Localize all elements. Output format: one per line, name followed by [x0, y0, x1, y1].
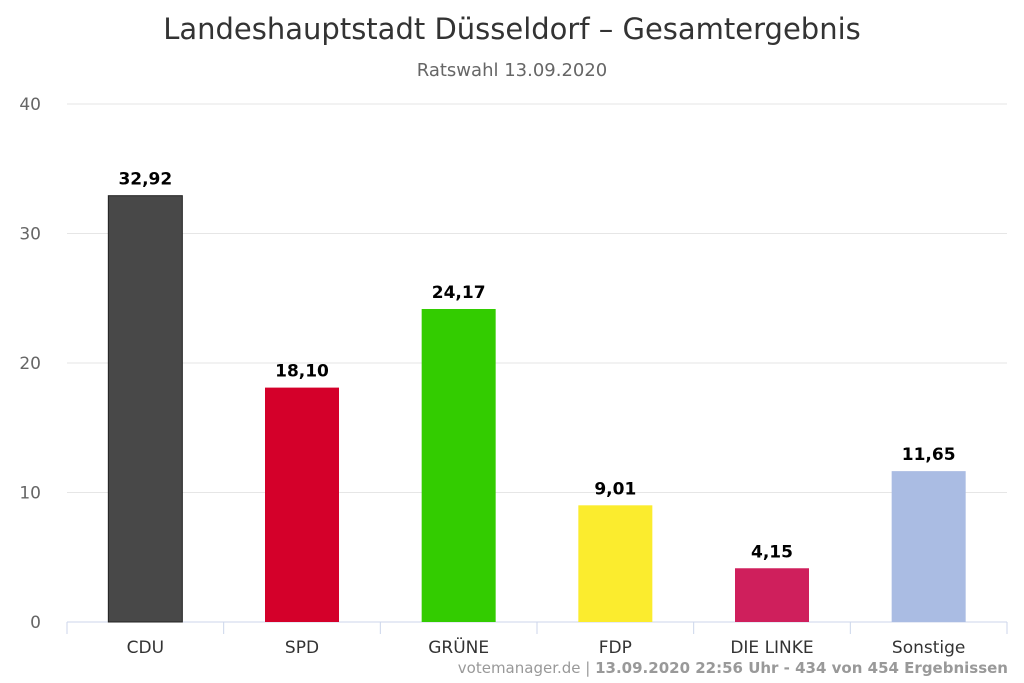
bar — [107, 195, 183, 623]
data-label: 18,10 — [275, 362, 329, 382]
bar — [891, 471, 966, 622]
bar — [735, 568, 809, 622]
y-tick-label: 10 — [19, 484, 41, 504]
credit-line: votemanager.de | 13.09.2020 22:56 Uhr - … — [458, 659, 1008, 677]
chart-subtitle: Ratswahl 13.09.2020 — [416, 60, 608, 81]
y-tick-label: 20 — [19, 354, 41, 374]
x-tick-label: GRÜNE — [428, 636, 489, 658]
x-tick-label: FDP — [599, 638, 632, 658]
data-label: 9,01 — [594, 479, 636, 499]
x-tick-label: CDU — [127, 638, 164, 658]
x-tick-label: SPD — [285, 638, 319, 658]
data-label: 11,65 — [902, 445, 956, 465]
credit-source[interactable]: votemanager.de — [457, 659, 581, 677]
y-tick-label: 30 — [19, 225, 41, 245]
y-tick-label: 40 — [19, 95, 41, 115]
chart-title: Landeshauptstadt Düsseldorf – Gesamterge… — [163, 12, 861, 46]
bar — [265, 387, 339, 622]
credit-separator: | — [580, 659, 596, 677]
data-label: 24,17 — [432, 283, 486, 303]
bar — [578, 505, 653, 622]
y-tick-label: 0 — [30, 613, 41, 633]
data-label: 32,92 — [118, 170, 172, 190]
x-tick-label: Sonstige — [892, 638, 965, 658]
x-tick-label: DIE LINKE — [730, 638, 813, 658]
data-label: 4,15 — [751, 542, 793, 562]
bar — [421, 308, 496, 622]
credit-status: 13.09.2020 22:56 Uhr - 434 von 454 Ergeb… — [595, 659, 1008, 677]
